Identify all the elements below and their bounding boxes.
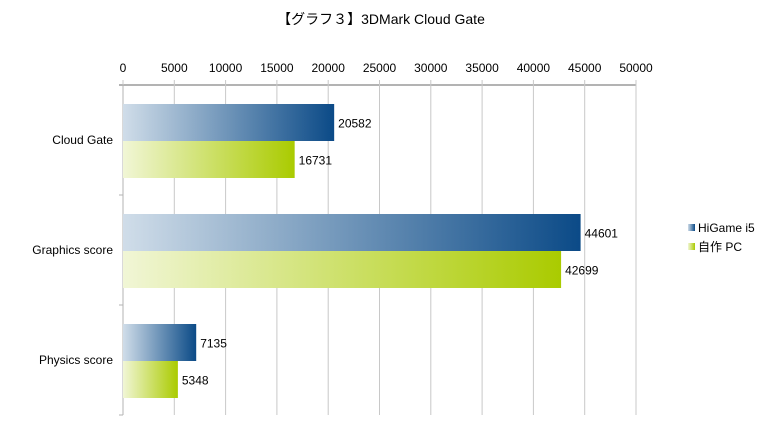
- x-tick-label: 35000: [465, 61, 499, 75]
- x-tick-label: 50000: [619, 61, 653, 75]
- data-label: 7135: [200, 337, 227, 351]
- bar-jisaku-pc: [123, 361, 178, 398]
- category-label: Graphics score: [32, 243, 113, 257]
- x-tick-label: 25000: [363, 61, 397, 75]
- data-label: 44601: [585, 227, 619, 241]
- x-tick-label: 30000: [414, 61, 448, 75]
- category-label: Cloud Gate: [52, 133, 113, 147]
- legend-swatch: [688, 224, 695, 231]
- legend-label: HiGame i5: [698, 221, 755, 235]
- bar-higame-i5: [123, 104, 335, 141]
- legend-label: 自作 PC: [698, 240, 742, 254]
- bar-higame-i5: [123, 324, 197, 361]
- x-tick-label: 0: [120, 61, 127, 75]
- x-tick-label: 45000: [568, 61, 602, 75]
- x-tick-label: 20000: [312, 61, 346, 75]
- bar-jisaku-pc: [123, 141, 295, 178]
- data-label: 16731: [299, 154, 333, 168]
- data-label: 42699: [565, 264, 599, 278]
- legend-swatch: [688, 243, 695, 250]
- bar-higame-i5: [123, 214, 581, 251]
- x-tick-label: 10000: [209, 61, 243, 75]
- x-tick-label: 5000: [161, 61, 188, 75]
- legend: HiGame i5 自作 PC: [688, 221, 755, 254]
- category-label: Physics score: [39, 353, 113, 367]
- data-label: 5348: [182, 374, 209, 388]
- data-label: 20582: [338, 117, 372, 131]
- x-tick-label: 15000: [260, 61, 294, 75]
- chart-title: 【グラフ３】3DMark Cloud Gate: [277, 11, 485, 27]
- x-tick-label: 40000: [517, 61, 551, 75]
- bar-jisaku-pc: [123, 251, 562, 288]
